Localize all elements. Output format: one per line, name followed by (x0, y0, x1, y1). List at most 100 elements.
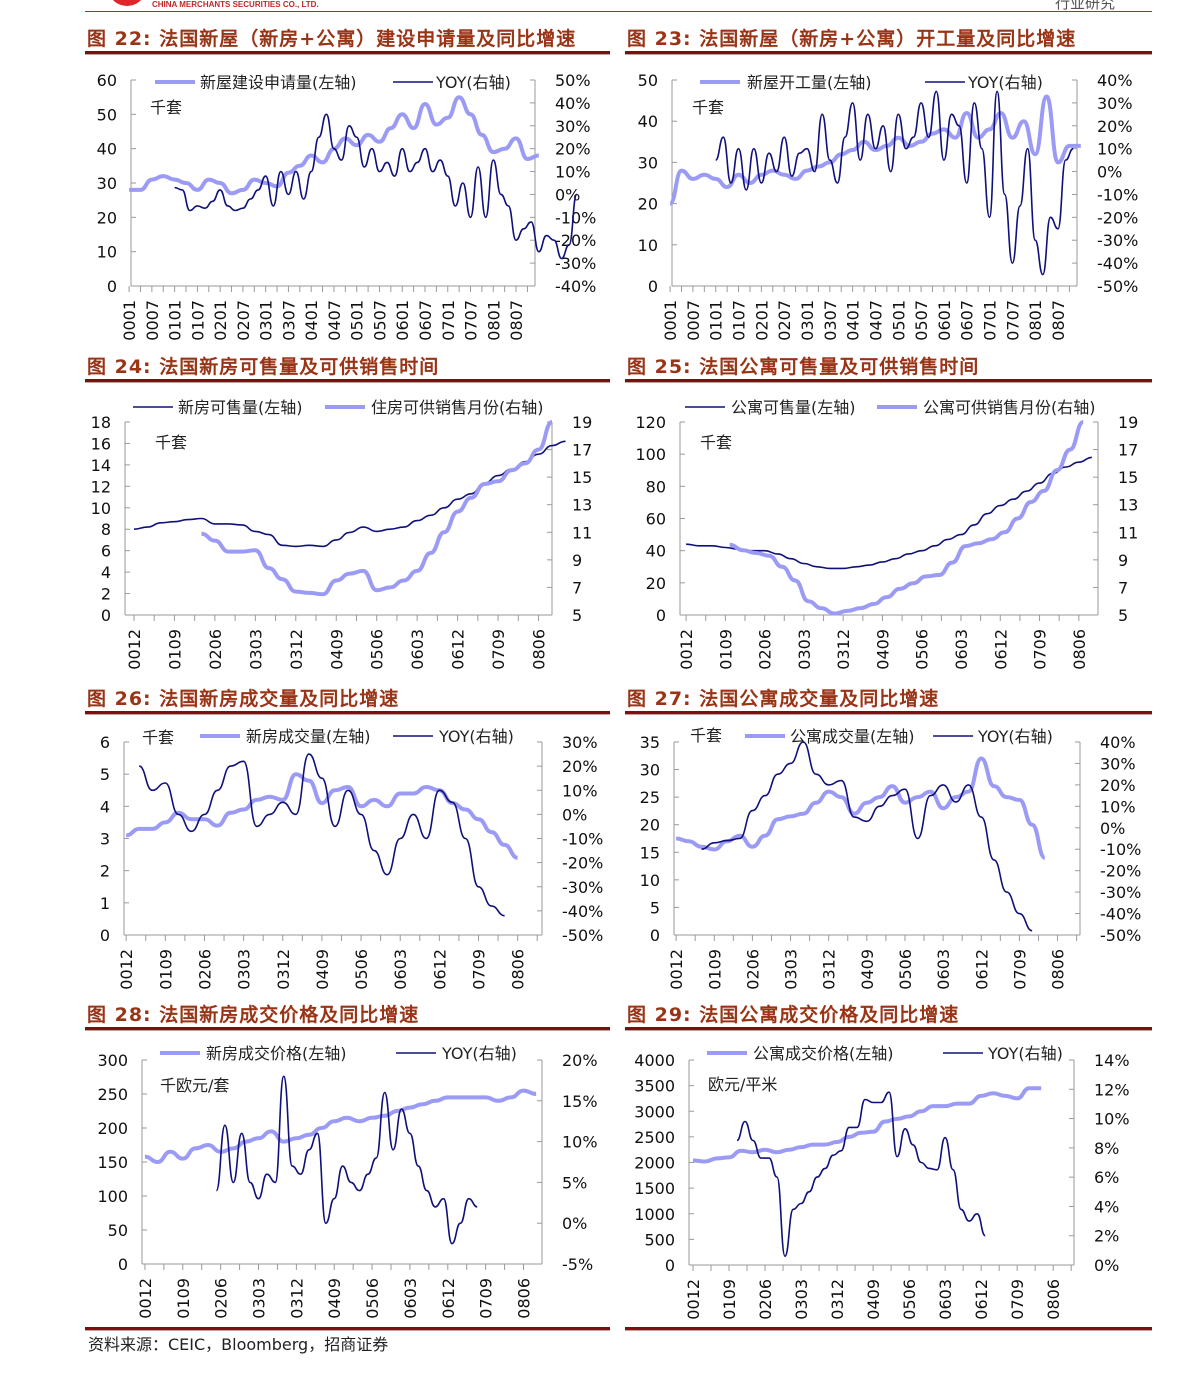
x-tick-label: 0012 (667, 949, 686, 990)
x-tick-label: 0601 (935, 300, 954, 341)
y-right-tick-label: -20% (562, 854, 603, 873)
y-right-tick-label: 10% (1100, 797, 1136, 816)
y-left-tick-label: 0 (656, 606, 666, 625)
y-right-tick-label: -10% (555, 208, 596, 227)
y-left-tick-label: 250 (97, 1085, 128, 1104)
chart-title: 图 23: 法国新屋（新房+公寓）开工量及同比增速 (627, 28, 1077, 50)
y-right-tick-label: 40% (555, 94, 591, 113)
x-tick-label: 0301 (798, 300, 817, 341)
x-tick-label: 0607 (416, 300, 435, 341)
series-line-dark (714, 90, 1074, 276)
x-tick-label: 0307 (821, 300, 840, 341)
x-tick-label: 0007 (684, 300, 703, 341)
y-left-tick-label: 6 (100, 733, 110, 752)
unit-label: 千套 (155, 433, 187, 452)
x-tick-label: 0109 (705, 949, 724, 990)
y-left-tick-label: 0 (665, 1256, 675, 1275)
x-tick-label: 0312 (828, 1279, 847, 1320)
x-tick-label: 0806 (1049, 949, 1068, 990)
y-right-tick-label: 15 (572, 468, 592, 487)
x-tick-label: 0603 (936, 1279, 955, 1320)
y-left-tick-label: 4000 (634, 1051, 675, 1070)
y-right-tick-label: 30% (1097, 94, 1133, 113)
y-right-tick-label: -10% (1097, 185, 1138, 204)
y-right-tick-label: -40% (1097, 254, 1138, 273)
unit-label: 千套 (692, 98, 724, 117)
x-tick-label: 0407 (325, 300, 344, 341)
y-right-tick-label: -50% (1097, 277, 1138, 296)
y-left-tick-label: 20 (97, 208, 117, 227)
y-left-tick-label: 30 (638, 153, 658, 172)
y-left-tick-label: 200 (97, 1119, 128, 1138)
y-left-tick-label: 2 (100, 862, 110, 881)
legend-label: 新屋开工量(左轴) (747, 73, 872, 92)
y-right-tick-label: 10% (555, 163, 591, 182)
company-logo (110, 0, 144, 6)
x-tick-label: 0201 (752, 300, 771, 341)
series-line-dark (215, 1075, 478, 1245)
x-tick-label: 0806 (530, 629, 549, 670)
series-line-light (668, 94, 1081, 206)
y-left-tick-label: 25 (640, 788, 660, 807)
x-tick-label: 0109 (174, 1278, 193, 1319)
y-right-tick-label: 4% (1094, 1197, 1119, 1216)
unit-label: 千套 (700, 433, 732, 452)
x-tick-label: 0603 (952, 629, 971, 670)
series-line-light (144, 1088, 537, 1164)
x-tick-label: 0101 (707, 300, 726, 341)
x-tick-label: 0001 (120, 300, 139, 341)
y-right-tick-label: 0% (562, 805, 587, 824)
y-left-tick-label: 30 (97, 174, 117, 193)
chart-c29: 0 500 1000 1500 2000 2500 3000 3500 4000 0% 2% 4% 6%… (634, 1044, 1129, 1320)
series-line-dark (174, 113, 578, 260)
y-left-tick-label: 16 (91, 434, 111, 453)
y-left-tick-label: 10 (91, 499, 111, 518)
y-left-tick-label: 120 (635, 413, 666, 432)
x-tick-label: 0206 (195, 949, 214, 990)
y-left-tick-label: 500 (644, 1230, 675, 1249)
x-tick-label: 0709 (469, 949, 488, 990)
y-right-tick-label: 17 (572, 441, 592, 460)
chart-c24: 0 2 4 6 8 10 12 14 16 18 5 7 9 11 13 15 17 19 0012 0109 0206… (91, 398, 593, 670)
x-tick-label: 0612 (439, 1278, 458, 1319)
y-left-tick-label: 50 (638, 71, 658, 90)
title-rule (85, 379, 610, 383)
x-tick-label: 0107 (730, 300, 749, 341)
x-tick-label: 0807 (507, 300, 526, 341)
x-tick-label: 0012 (136, 1278, 155, 1319)
legend-label: YOY(右轴) (967, 73, 1043, 92)
y-left-tick-label: 0 (118, 1255, 128, 1274)
title-rule (85, 711, 610, 715)
unit-label: 千欧元/套 (160, 1076, 229, 1095)
x-tick-label: 0709 (1031, 629, 1050, 670)
unit-label: 欧元/平米 (708, 1075, 777, 1094)
y-left-tick-label: 300 (97, 1051, 128, 1070)
y-left-tick-label: 0 (650, 926, 660, 945)
y-left-tick-label: 50 (97, 105, 117, 124)
y-right-tick-label: -30% (562, 878, 603, 897)
y-left-tick-label: 100 (97, 1187, 128, 1206)
footer-rule-left (85, 1327, 610, 1331)
y-left-tick-label: 14 (91, 456, 111, 475)
legend-label: 新房成交价格(左轴) (206, 1044, 347, 1063)
unit-label: 千套 (142, 728, 174, 747)
y-right-tick-label: 11 (1118, 523, 1138, 542)
x-tick-label: 0709 (489, 629, 508, 670)
y-left-tick-label: 60 (646, 510, 666, 529)
x-tick-label: 0501 (889, 300, 908, 341)
y-left-tick-label: 20 (646, 574, 666, 593)
y-right-tick-label: 40% (1097, 71, 1133, 90)
y-left-tick-label: 2000 (634, 1154, 675, 1173)
chart-c23: 0 10 20 30 40 50 -50% -40% -30% -20% -10% 0% 10% 20% 3… (638, 71, 1139, 341)
y-right-tick-label: -10% (1100, 840, 1141, 859)
y-left-tick-label: 10 (640, 871, 660, 890)
chart-title: 图 28: 法国新房成交价格及同比增速 (87, 1004, 420, 1026)
x-tick-label: 0501 (348, 300, 367, 341)
x-tick-label: 0303 (782, 949, 801, 990)
x-tick-label: 0012 (684, 1279, 703, 1320)
y-right-tick-label: 20% (555, 140, 591, 159)
y-right-tick-label: 11 (572, 523, 592, 542)
y-left-tick-label: 12 (91, 477, 111, 496)
x-tick-label: 0709 (1010, 949, 1029, 990)
x-tick-label: 0807 (1049, 300, 1068, 341)
